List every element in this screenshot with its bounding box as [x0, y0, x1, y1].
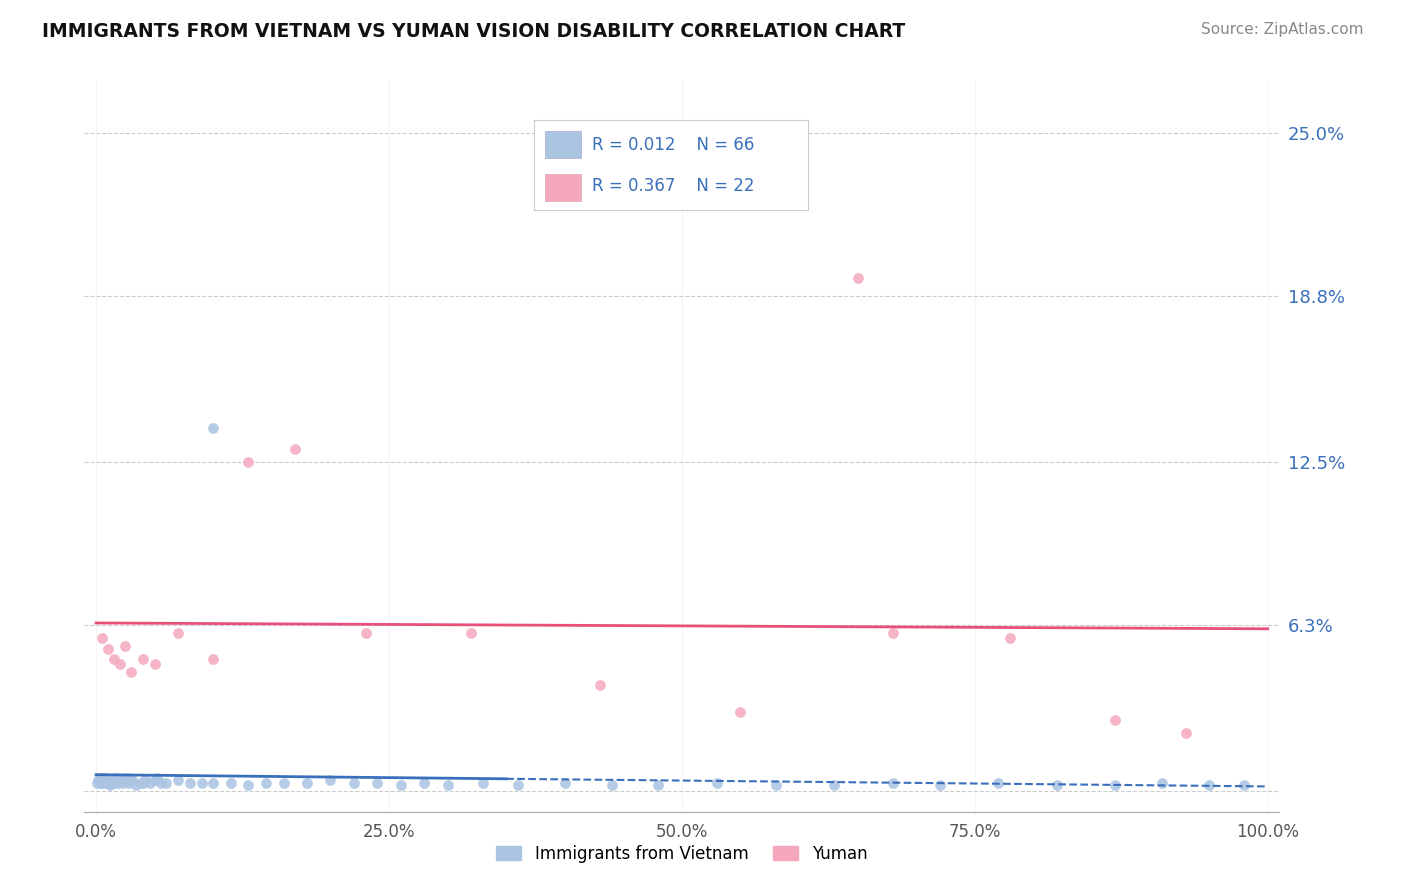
- Point: [1152, 776, 1174, 790]
- Text: R = 0.367    N = 22: R = 0.367 N = 22: [592, 178, 755, 195]
- Point: [506, 779, 529, 793]
- Point: [100, 773, 122, 788]
- Point: [238, 455, 260, 469]
- Point: [143, 657, 166, 672]
- Point: [129, 776, 152, 790]
- Point: [589, 678, 612, 692]
- Point: [97, 641, 120, 656]
- Point: [998, 631, 1021, 645]
- Point: [112, 776, 135, 790]
- Point: [882, 776, 904, 790]
- Point: [121, 773, 143, 788]
- Point: [730, 705, 752, 719]
- Point: [273, 776, 295, 790]
- Point: [120, 773, 142, 788]
- Point: [202, 652, 225, 666]
- Point: [706, 776, 728, 790]
- Point: [460, 625, 482, 640]
- Point: [202, 420, 225, 434]
- Point: [882, 625, 904, 640]
- Point: [1104, 779, 1126, 793]
- Point: [97, 773, 120, 788]
- Point: [120, 665, 142, 680]
- Text: IMMIGRANTS FROM VIETNAM VS YUMAN VISION DISABILITY CORRELATION CHART: IMMIGRANTS FROM VIETNAM VS YUMAN VISION …: [42, 22, 905, 41]
- Point: [143, 773, 166, 788]
- Point: [101, 776, 124, 790]
- Point: [1233, 779, 1256, 793]
- Point: [1198, 779, 1220, 793]
- Point: [846, 270, 869, 285]
- Point: [284, 442, 307, 456]
- Point: [146, 771, 169, 785]
- Point: [343, 776, 366, 790]
- Point: [134, 773, 156, 788]
- Point: [167, 773, 190, 788]
- Point: [413, 776, 436, 790]
- Point: [94, 771, 117, 785]
- Point: [110, 773, 132, 788]
- Point: [114, 639, 136, 653]
- Point: [132, 652, 155, 666]
- Point: [202, 776, 225, 790]
- Point: [98, 776, 120, 790]
- Point: [179, 776, 201, 790]
- Point: [98, 779, 121, 793]
- Point: [366, 776, 388, 790]
- Point: [118, 776, 141, 790]
- Bar: [546, 174, 581, 201]
- Point: [600, 779, 623, 793]
- Point: [765, 779, 787, 793]
- Point: [928, 779, 950, 793]
- Point: [1046, 779, 1069, 793]
- Point: [104, 771, 127, 785]
- Point: [114, 773, 136, 788]
- Bar: [546, 131, 581, 158]
- Point: [436, 779, 458, 793]
- Point: [354, 625, 377, 640]
- Point: [93, 776, 115, 790]
- Point: [319, 773, 342, 788]
- Point: [90, 771, 112, 785]
- Point: [389, 779, 412, 793]
- Point: [155, 776, 177, 790]
- Point: [254, 776, 277, 790]
- Point: [139, 776, 162, 790]
- Point: [89, 776, 111, 790]
- Text: R = 0.012    N = 66: R = 0.012 N = 66: [592, 136, 754, 153]
- Point: [149, 776, 172, 790]
- Point: [90, 631, 114, 645]
- Point: [219, 776, 242, 790]
- Point: [103, 652, 125, 666]
- Point: [87, 773, 110, 788]
- Point: [108, 773, 131, 788]
- Point: [105, 773, 127, 788]
- Point: [823, 779, 845, 793]
- Point: [115, 771, 138, 785]
- Point: [987, 776, 1010, 790]
- Point: [238, 779, 260, 793]
- Point: [167, 625, 190, 640]
- Point: [471, 776, 494, 790]
- Point: [190, 776, 212, 790]
- Point: [91, 773, 114, 788]
- Point: [90, 776, 114, 790]
- Point: [1104, 713, 1126, 727]
- Point: [132, 776, 155, 790]
- Text: Source: ZipAtlas.com: Source: ZipAtlas.com: [1201, 22, 1364, 37]
- Legend: Immigrants from Vietnam, Yuman: Immigrants from Vietnam, Yuman: [489, 838, 875, 869]
- Point: [647, 779, 669, 793]
- Point: [108, 657, 131, 672]
- Point: [295, 776, 318, 790]
- Point: [107, 776, 129, 790]
- Point: [1174, 726, 1197, 740]
- Point: [86, 776, 108, 790]
- Point: [103, 776, 125, 790]
- Point: [96, 776, 118, 790]
- Point: [125, 779, 148, 793]
- Point: [554, 776, 576, 790]
